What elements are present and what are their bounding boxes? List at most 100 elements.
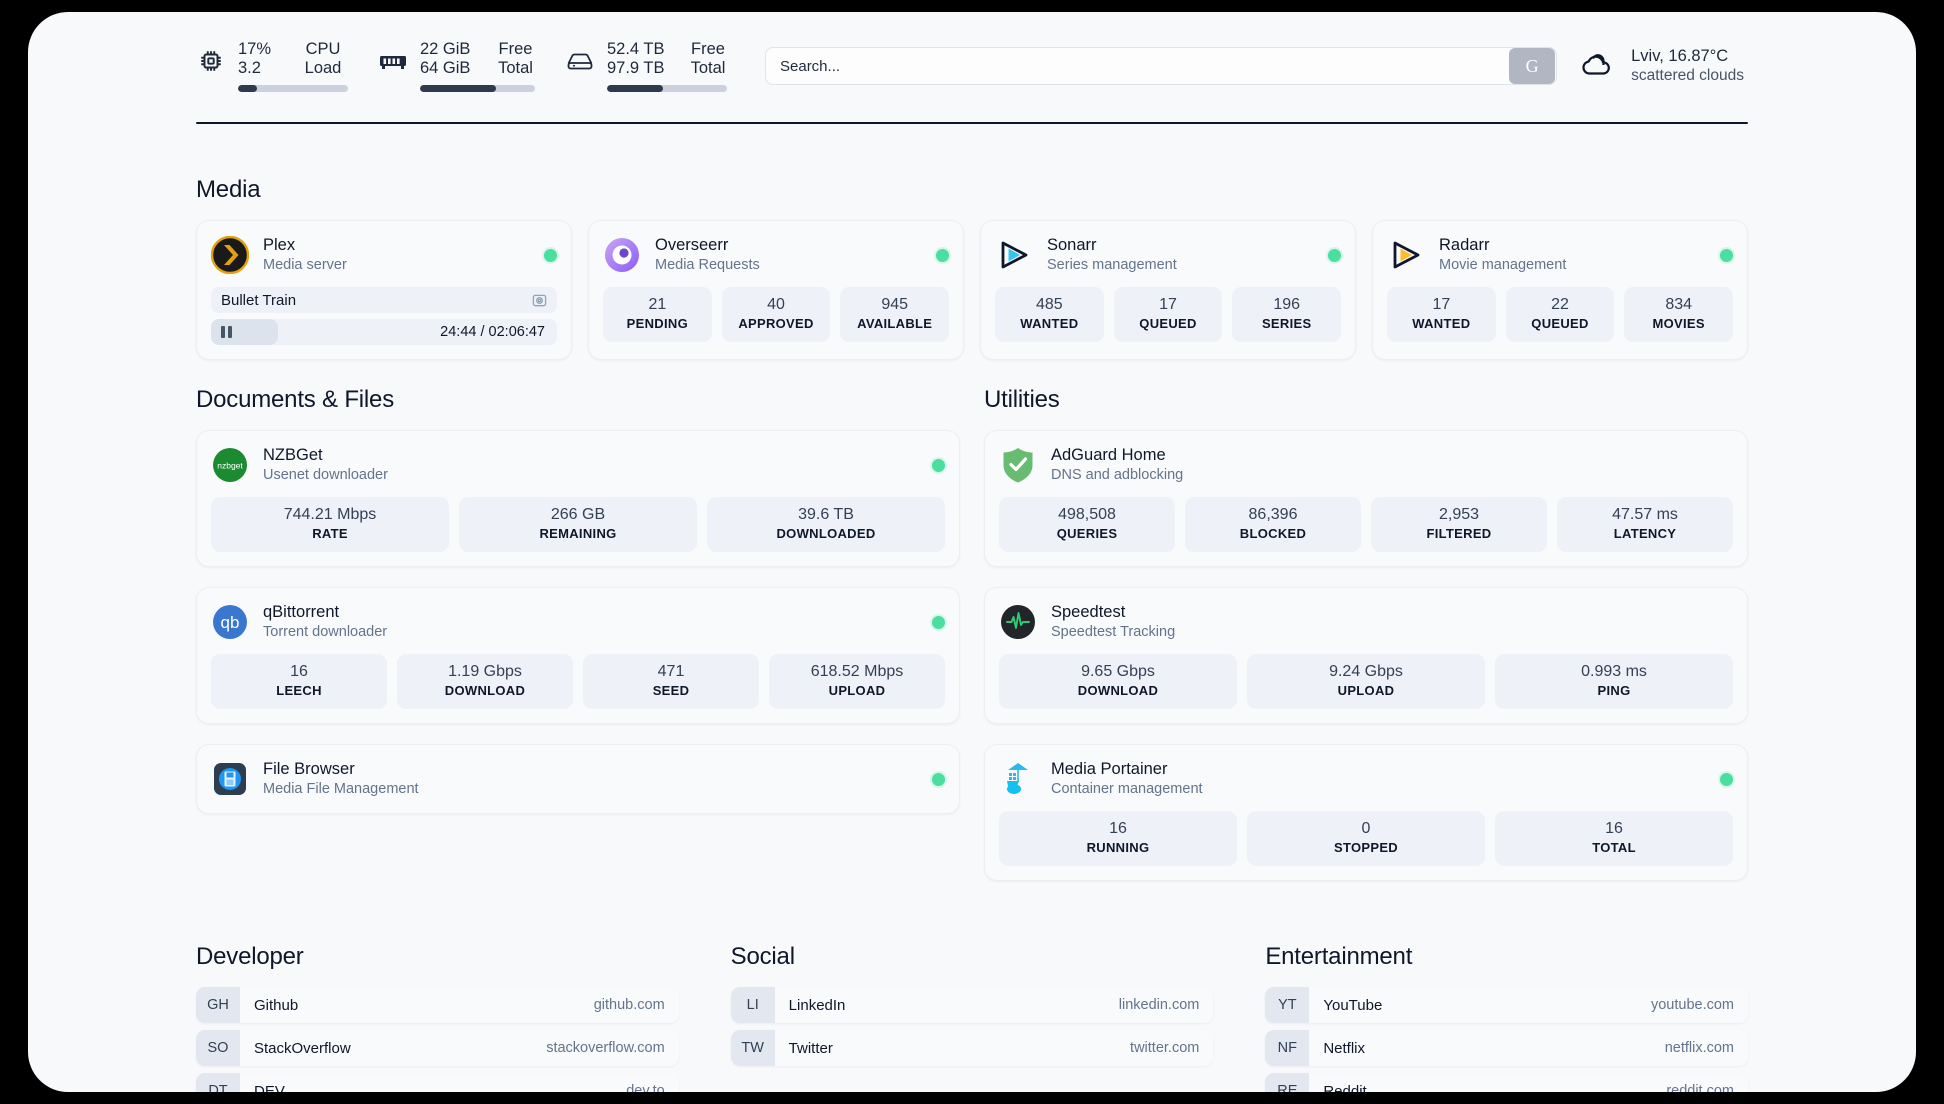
nzbget-name: NZBGet bbox=[263, 446, 323, 464]
search-input[interactable] bbox=[766, 57, 1510, 75]
tile-value: 39.6 TB bbox=[798, 506, 854, 523]
header-divider bbox=[196, 122, 1748, 124]
cpu-progress-bar bbox=[238, 85, 348, 92]
bookmark-badge: YT bbox=[1265, 987, 1310, 1023]
bookmark-item-linkedin[interactable]: LI LinkedIn linkedin.com bbox=[730, 987, 1214, 1023]
tile-key: STOPPED bbox=[1334, 840, 1398, 855]
weather-widget: Lviv, 16.87°C scattered clouds bbox=[1577, 46, 1748, 86]
stat-tile: 17 WANTED bbox=[1387, 287, 1496, 342]
cast-icon[interactable] bbox=[532, 293, 547, 308]
stat-tile: 498,508 QUERIES bbox=[999, 497, 1175, 552]
tile-key: PING bbox=[1597, 683, 1631, 698]
bookmark-group-title: Social bbox=[730, 943, 795, 970]
stat-tile: 1.19 Gbps DOWNLOAD bbox=[397, 654, 573, 709]
stat-tile: 744.21 Mbps RATE bbox=[211, 497, 449, 552]
cloud-icon bbox=[1577, 49, 1617, 84]
tile-value: 834 bbox=[1665, 296, 1693, 313]
tile-value: 0 bbox=[1361, 820, 1371, 837]
bookmark-group-social: Social LI LinkedIn linkedin.com TW Twitt… bbox=[730, 943, 1214, 1092]
bookmark-name: Github bbox=[254, 996, 299, 1014]
bookmark-item-stackoverflow[interactable]: SO StackOverflow stackoverflow.com bbox=[196, 1030, 679, 1066]
portainer-icon bbox=[999, 760, 1037, 798]
bookmark-name: LinkedIn bbox=[788, 996, 846, 1014]
nzbget-icon: nzbget bbox=[211, 446, 249, 484]
search-box[interactable]: G bbox=[765, 47, 1558, 85]
overseerr-icon bbox=[603, 236, 641, 274]
svg-text:qb: qb bbox=[221, 613, 240, 632]
tile-key: REMAINING bbox=[539, 526, 617, 541]
tile-key: LEECH bbox=[276, 683, 322, 698]
bookmark-url: linkedin.com bbox=[1118, 997, 1200, 1013]
google-search-button[interactable]: G bbox=[1509, 48, 1556, 84]
tile-value: 16 bbox=[290, 663, 308, 680]
adguard-shield-icon bbox=[999, 446, 1037, 484]
tile-value: 22 bbox=[1551, 296, 1569, 313]
top-bar: 17% 3.2 CPU Load bbox=[196, 12, 1748, 92]
plex-player: Bullet Train 24:44 / 02:06:47 bbox=[211, 287, 557, 345]
qbittorrent-name: qBittorrent bbox=[263, 603, 340, 621]
card-qbittorrent[interactable]: qb qBittorrent Torrent downloader 16 LEE… bbox=[196, 587, 960, 724]
bookmark-url: netflix.com bbox=[1664, 1040, 1735, 1056]
overseerr-name: Overseerr bbox=[655, 236, 729, 254]
stat-tile: 471 SEED bbox=[583, 654, 759, 709]
bookmark-name: YouTube bbox=[1323, 996, 1383, 1014]
speedtest-icon bbox=[999, 603, 1037, 641]
bookmark-item-twitter[interactable]: TW Twitter twitter.com bbox=[730, 1030, 1214, 1066]
bookmark-name: Netflix bbox=[1323, 1039, 1366, 1057]
card-plex[interactable]: Plex Media server Bullet Train bbox=[196, 220, 572, 360]
plex-progress-bar[interactable]: 24:44 / 02:06:47 bbox=[211, 319, 557, 345]
card-filebrowser[interactable]: File Browser Media File Management bbox=[196, 744, 960, 814]
filebrowser-status-indicator bbox=[932, 772, 945, 786]
nzbget-status-indicator bbox=[932, 458, 945, 472]
card-adguard[interactable]: AdGuard Home DNS and adblocking 498,508 … bbox=[984, 430, 1748, 567]
qbittorrent-status-indicator bbox=[932, 615, 945, 629]
bookmark-item-youtube[interactable]: YT YouTube youtube.com bbox=[1265, 987, 1749, 1023]
radarr-status-indicator bbox=[1720, 248, 1733, 262]
stat-tile: 9.24 Gbps UPLOAD bbox=[1247, 654, 1485, 709]
card-portainer[interactable]: Media Portainer Container management 16 … bbox=[984, 744, 1748, 881]
tile-value: 471 bbox=[657, 663, 685, 680]
svg-text:nzbget: nzbget bbox=[217, 461, 243, 471]
section-title-utilities: Utilities bbox=[984, 386, 1060, 413]
pause-icon[interactable] bbox=[221, 326, 232, 338]
ram-label-2: Total bbox=[498, 59, 533, 77]
bookmark-name: StackOverflow bbox=[254, 1039, 351, 1057]
tile-key: QUEUED bbox=[1139, 316, 1197, 331]
card-radarr[interactable]: Radarr Movie management 17 WANTED 22 QUE… bbox=[1372, 220, 1748, 360]
bookmark-item-netflix[interactable]: NF Netflix netflix.com bbox=[1265, 1030, 1749, 1066]
tile-value: 17 bbox=[1432, 296, 1451, 313]
tile-key: FILTERED bbox=[1426, 526, 1492, 541]
tile-key: QUEUED bbox=[1531, 316, 1589, 331]
filebrowser-name: File Browser bbox=[263, 760, 355, 778]
sonarr-name: Sonarr bbox=[1047, 236, 1097, 254]
card-speedtest[interactable]: Speedtest Speedtest Tracking 9.65 Gbps D… bbox=[984, 587, 1748, 724]
bookmark-group-developer: Developer GH Github github.com SO StackO… bbox=[196, 943, 679, 1092]
overseerr-desc: Media Requests bbox=[655, 257, 760, 273]
tile-value: 40 bbox=[767, 296, 785, 313]
radarr-name: Radarr bbox=[1439, 236, 1490, 254]
tile-value: 2,953 bbox=[1438, 506, 1480, 523]
stat-tile: 834 MOVIES bbox=[1624, 287, 1734, 342]
card-overseerr[interactable]: Overseerr Media Requests 21 PENDING 40 A… bbox=[588, 220, 964, 360]
ram-free-value: 22 GiB bbox=[420, 40, 471, 58]
stat-tile: 2,953 FILTERED bbox=[1371, 497, 1547, 552]
cpu-label-2: Load bbox=[304, 59, 342, 77]
tile-key: DOWNLOAD bbox=[444, 683, 526, 698]
bookmark-item-dev[interactable]: DT DEV dev.to bbox=[196, 1073, 679, 1092]
bookmark-badge: DT bbox=[196, 1073, 240, 1092]
tile-key: AVAILABLE bbox=[857, 316, 933, 331]
tile-key: UPLOAD bbox=[828, 683, 886, 698]
filebrowser-icon bbox=[211, 760, 249, 798]
bookmark-group-title: Developer bbox=[196, 943, 304, 970]
bookmark-item-reddit[interactable]: RE Reddit reddit.com bbox=[1265, 1073, 1749, 1093]
tile-key: SERIES bbox=[1261, 316, 1312, 331]
bookmark-item-github[interactable]: GH Github github.com bbox=[196, 987, 679, 1023]
overseerr-status-indicator bbox=[936, 248, 949, 262]
bookmark-badge: LI bbox=[730, 987, 775, 1023]
bookmark-name: Reddit bbox=[1323, 1082, 1367, 1093]
tile-value: 21 bbox=[648, 296, 667, 313]
card-nzbget[interactable]: nzbget NZBGet Usenet downloader 744.21 M… bbox=[196, 430, 960, 567]
tile-value: 744.21 Mbps bbox=[283, 506, 377, 523]
card-sonarr[interactable]: Sonarr Series management 485 WANTED 17 Q… bbox=[980, 220, 1356, 360]
tile-value: 945 bbox=[881, 296, 909, 313]
